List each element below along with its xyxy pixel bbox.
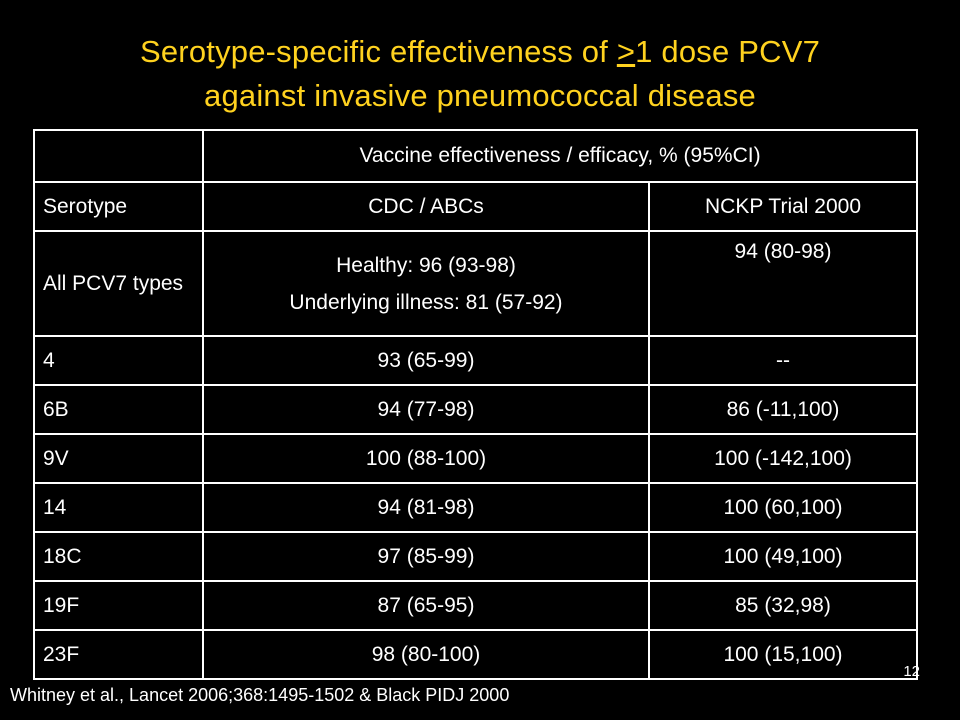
slide-number: 12 <box>903 663 920 680</box>
table-row: 6B 94 (77-98) 86 (-11,100) <box>33 384 918 435</box>
cell-cdc: Healthy: 96 (93-98) Underlying illness: … <box>202 230 650 337</box>
cell-cdc: 93 (65-99) <box>202 335 650 386</box>
cell-cdc: 100 (88-100) <box>202 433 650 484</box>
cell-cdc: 87 (65-95) <box>202 580 650 631</box>
cell-serotype: 19F <box>33 580 204 631</box>
cell-cdc: 97 (85-99) <box>202 531 650 582</box>
table-row: 18C 97 (85-99) 100 (49,100) <box>33 531 918 582</box>
cell-serotype: 23F <box>33 629 204 680</box>
table-row-all-types: All PCV7 types Healthy: 96 (93-98) Under… <box>33 230 918 337</box>
table-body: Vaccine effectiveness / efficacy, % (95%… <box>33 129 918 680</box>
cell-nckp: 94 (80-98) <box>648 230 918 337</box>
table-column-header-row: Serotype CDC / ABCs NCKP Trial 2000 <box>33 181 918 232</box>
cell-serotype: 4 <box>33 335 204 386</box>
table-row: 4 93 (65-99) -- <box>33 335 918 386</box>
cell-cdc: 98 (80-100) <box>202 629 650 680</box>
column-header-nckp: NCKP Trial 2000 <box>648 181 918 232</box>
cell-nckp: 100 (-142,100) <box>648 433 918 484</box>
cell-nckp: 100 (49,100) <box>648 531 918 582</box>
cell-cdc-line-2: Underlying illness: 81 (57-92) <box>289 290 563 314</box>
cell-cdc-line-1: Healthy: 96 (93-98) <box>336 253 516 277</box>
cell-cdc: 94 (81-98) <box>202 482 650 533</box>
title-line-1-suffix: 1 dose PCV7 <box>635 34 821 69</box>
empty-corner-cell <box>33 129 204 183</box>
cell-serotype: 14 <box>33 482 204 533</box>
cell-serotype: All PCV7 types <box>33 230 204 337</box>
cell-cdc: 94 (77-98) <box>202 384 650 435</box>
title-underlined-symbol: > <box>616 34 636 69</box>
effectiveness-table: Vaccine effectiveness / efficacy, % (95%… <box>33 129 918 680</box>
cell-nckp: -- <box>648 335 918 386</box>
table-row: 19F 87 (65-95) 85 (32,98) <box>33 580 918 631</box>
cell-nckp: 85 (32,98) <box>648 580 918 631</box>
column-header-serotype: Serotype <box>33 181 204 232</box>
cell-serotype: 6B <box>33 384 204 435</box>
cell-nckp: 86 (-11,100) <box>648 384 918 435</box>
table-row: 23F 98 (80-100) 100 (15,100) <box>33 629 918 680</box>
citation: Whitney et al., Lancet 2006;368:1495-150… <box>10 685 510 705</box>
cell-nckp: 100 (60,100) <box>648 482 918 533</box>
table-top-header-row: Vaccine effectiveness / efficacy, % (95%… <box>33 129 918 183</box>
table-row: 14 94 (81-98) 100 (60,100) <box>33 482 918 533</box>
cell-serotype: 9V <box>33 433 204 484</box>
cell-nckp: 100 (15,100) <box>648 629 918 680</box>
slide-title: Serotype-specific effectiveness of >1 do… <box>0 30 960 118</box>
table-row: 9V 100 (88-100) 100 (-142,100) <box>33 433 918 484</box>
top-header-cell: Vaccine effectiveness / efficacy, % (95%… <box>202 129 918 183</box>
column-header-cdc: CDC / ABCs <box>202 181 650 232</box>
cell-serotype: 18C <box>33 531 204 582</box>
title-line-1: Serotype-specific effectiveness of >1 do… <box>0 30 960 74</box>
title-line-2: against invasive pneumococcal disease <box>204 78 756 113</box>
title-line-1-prefix: Serotype-specific effectiveness of <box>139 34 617 69</box>
